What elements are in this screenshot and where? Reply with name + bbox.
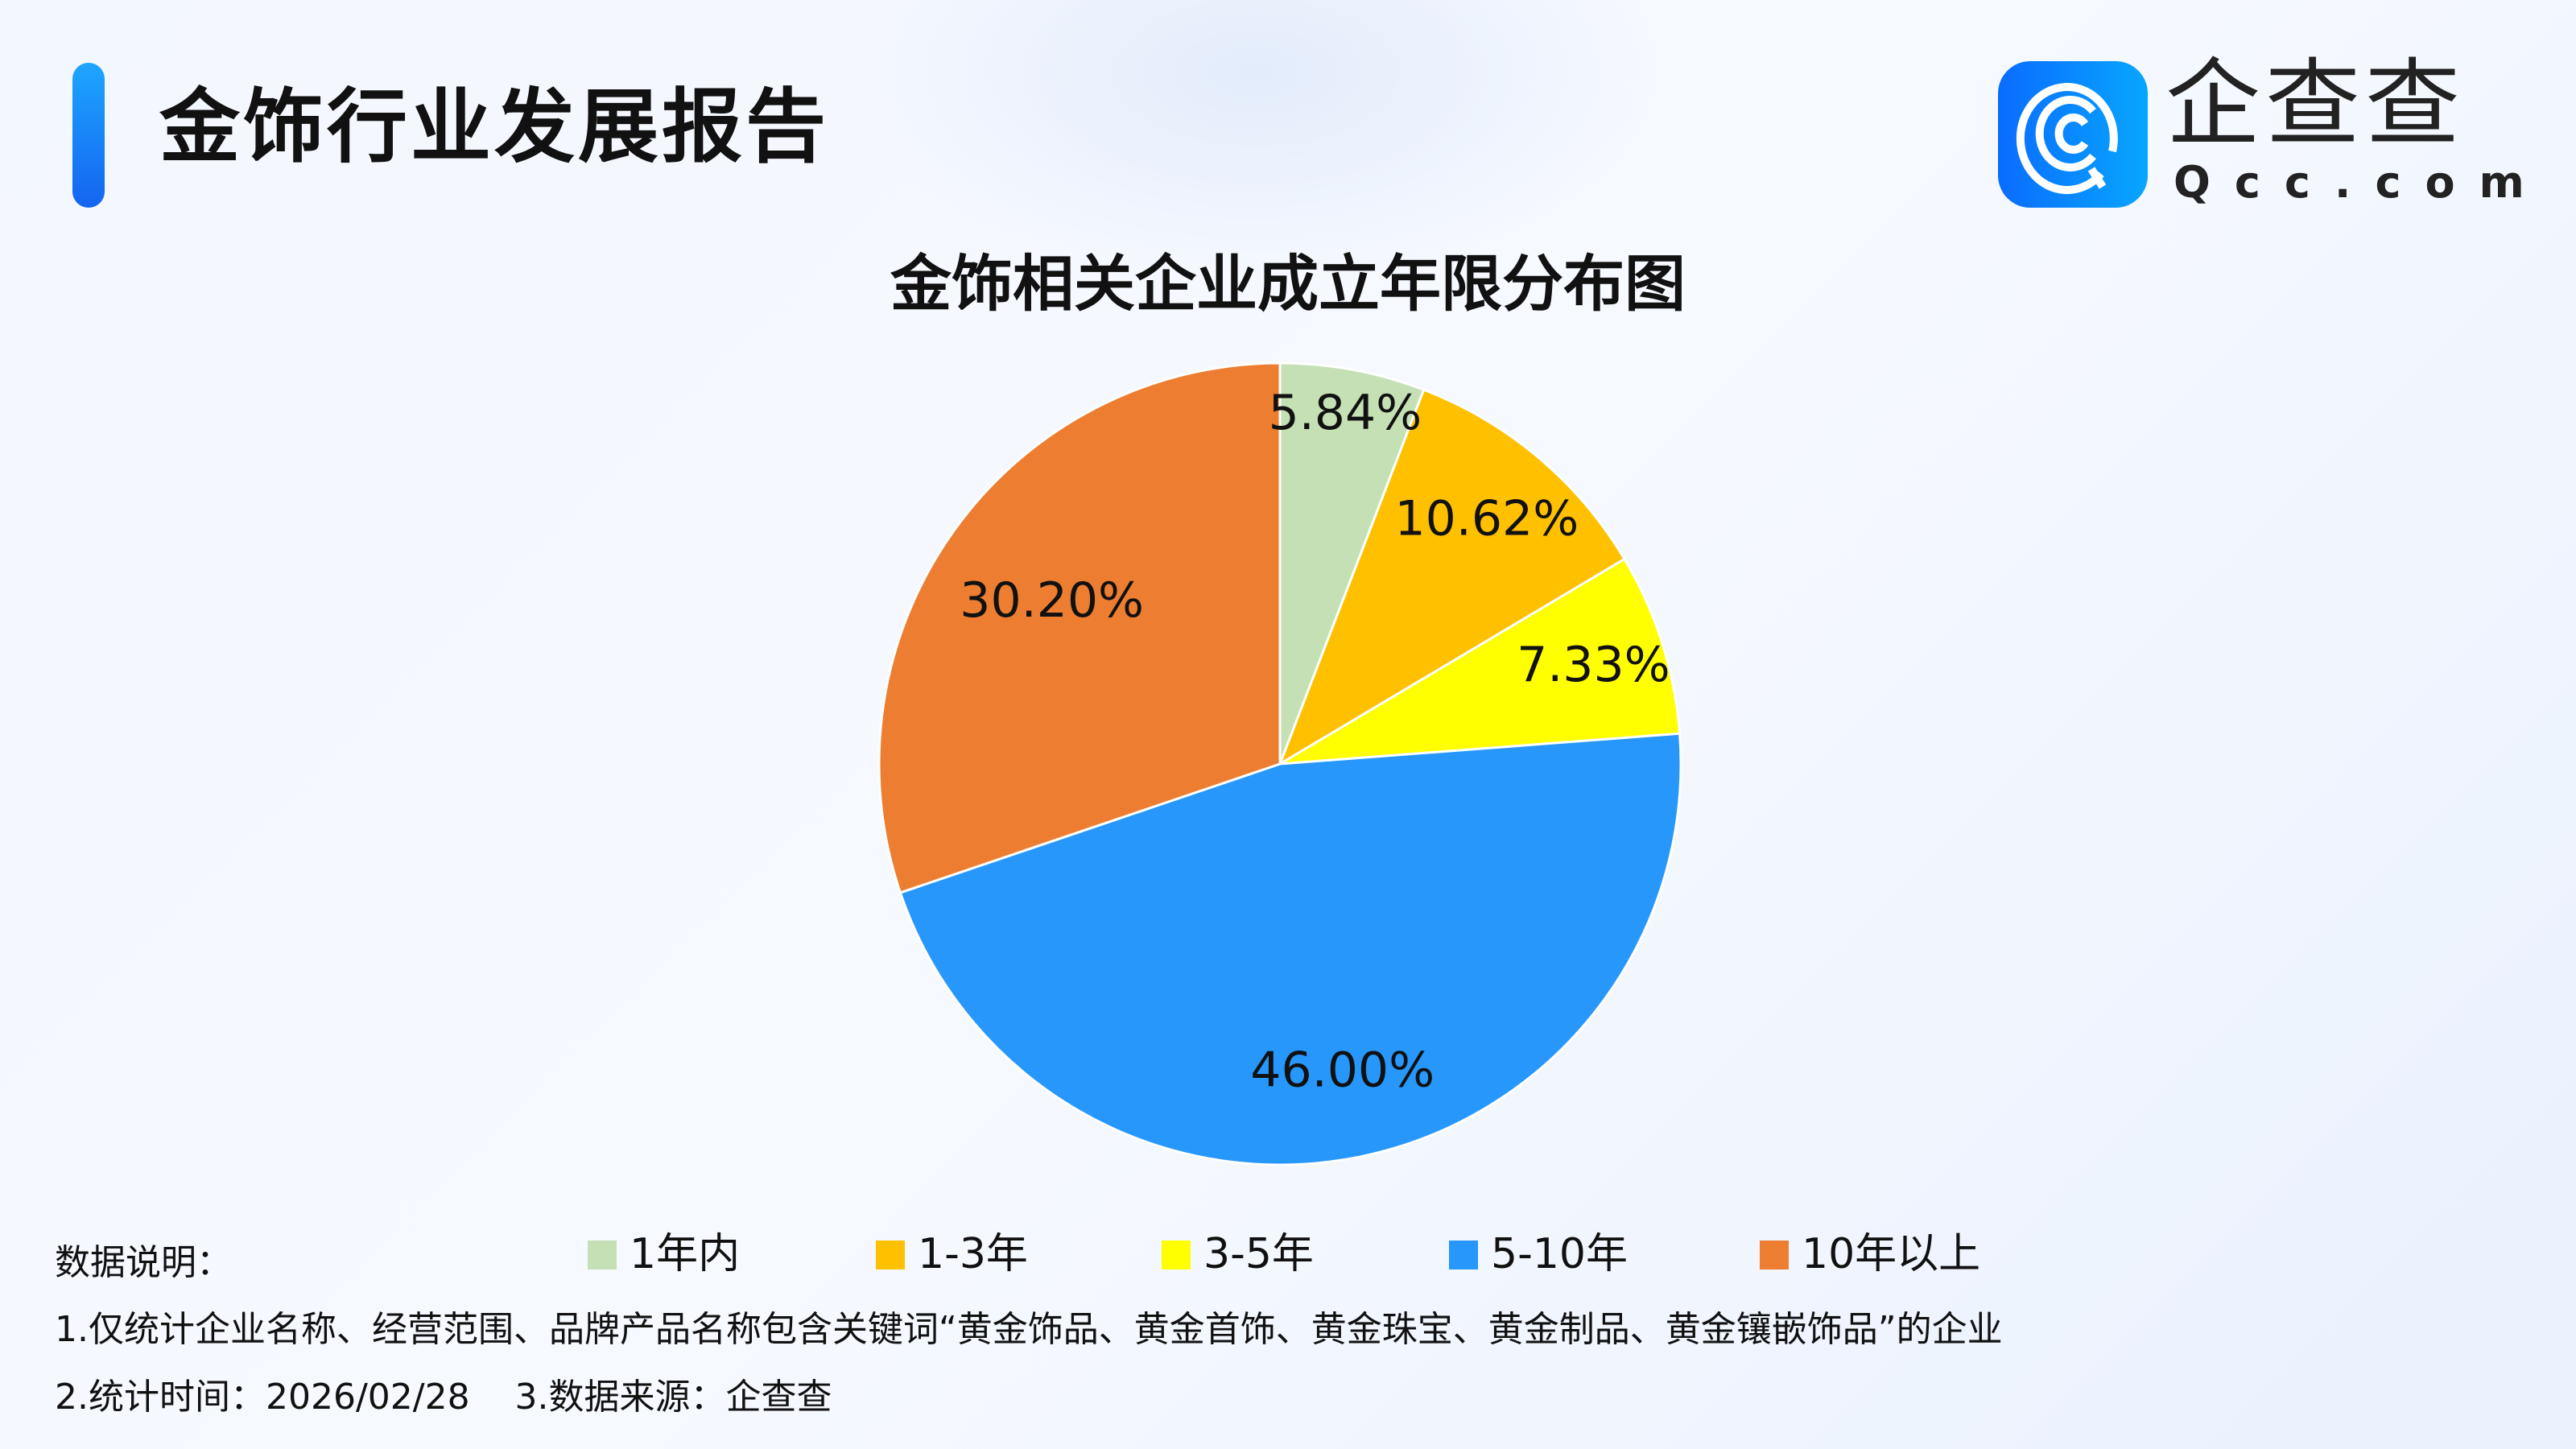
notes-heading: 数据说明： <box>55 1242 232 1283</box>
legend-label: 1-3年 <box>918 1230 1028 1278</box>
data-label-4: 46.00% <box>1250 1042 1435 1099</box>
legend-item-3: 3-5年 <box>1162 1230 1314 1278</box>
chart-title: 金饰相关企业成立年限分布图 <box>890 248 1686 320</box>
logo-domain: Qcc.com <box>2174 157 2549 208</box>
data-label-5: 30.20% <box>960 572 1144 629</box>
legend-swatch <box>1162 1240 1191 1269</box>
legend-label: 3-5年 <box>1203 1230 1314 1278</box>
legend-label: 5-10年 <box>1491 1230 1629 1278</box>
legend-item-4: 5-10年 <box>1449 1230 1629 1278</box>
title-accent-bar <box>72 63 105 208</box>
pie-slice-5 <box>877 361 1282 894</box>
report-title: 金饰行业发展报告 <box>159 80 829 174</box>
legend-item-5: 10年以上 <box>1760 1230 1981 1278</box>
pie-slice-1 <box>1278 361 1426 765</box>
pie-slice-4 <box>898 732 1682 1166</box>
data-label-2: 10.62% <box>1394 490 1579 547</box>
pie-slice-3 <box>1279 557 1682 766</box>
notes-line-1: 1.仅统计企业名称、经营范围、品牌产品名称包含关键词“黄金饰品、黄金首饰、黄金珠… <box>55 1309 2003 1350</box>
legend-swatch <box>876 1240 905 1269</box>
legend-label: 1年内 <box>630 1230 741 1278</box>
legend-item-2: 1-3年 <box>876 1230 1028 1278</box>
data-label-3: 7.33% <box>1517 637 1670 693</box>
qcc-logo-icon <box>1998 61 2148 208</box>
legend-swatch <box>588 1240 617 1269</box>
legend-swatch <box>1760 1240 1789 1269</box>
pie-slice-2 <box>1278 388 1627 767</box>
legend-item-1: 1年内 <box>588 1230 741 1278</box>
legend-label: 10年以上 <box>1802 1230 1981 1278</box>
legend-swatch <box>1449 1240 1478 1269</box>
data-label-1: 5.84% <box>1269 385 1422 441</box>
logo-wordmark: 企查查 <box>2165 48 2466 159</box>
notes-line-2: 2.统计时间：2026/02/28 3.数据来源：企查查 <box>55 1377 832 1418</box>
